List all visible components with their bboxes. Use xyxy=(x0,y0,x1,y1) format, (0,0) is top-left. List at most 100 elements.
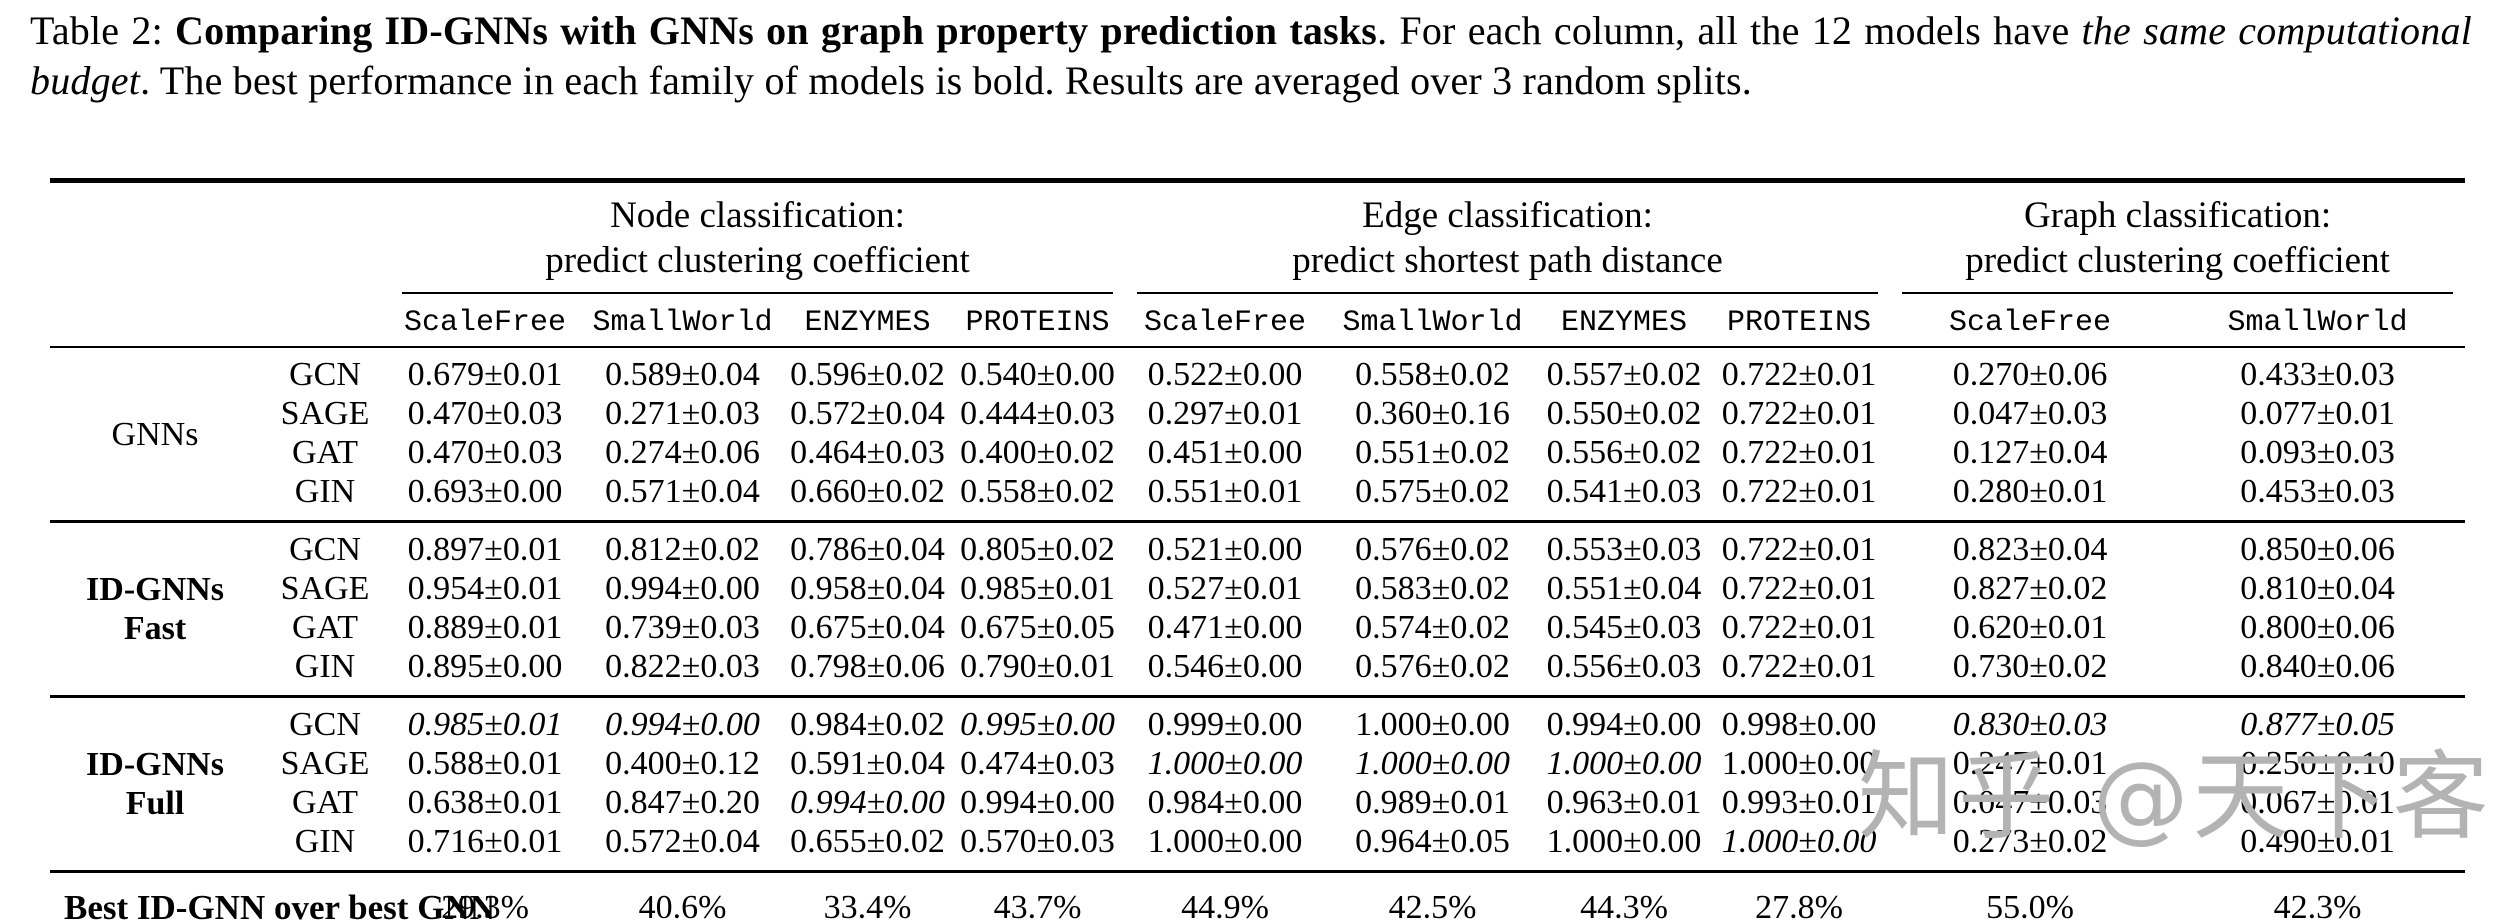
improvement-percent-cell: 43.7% xyxy=(993,889,1082,924)
value-cell: 0.716±0.01 xyxy=(407,823,563,860)
value-cell: 0.570±0.03 xyxy=(960,823,1115,860)
value-cell: 0.280±0.01 xyxy=(1952,473,2108,510)
family-label-line: GNNs xyxy=(111,415,199,453)
value-cell: 0.250±0.10 xyxy=(2240,745,2395,782)
group-title-line1: Graph classification: xyxy=(2023,195,2332,236)
value-cell: 0.999±0.00 xyxy=(1147,706,1303,743)
improvement-percent-cell: 33.4% xyxy=(823,889,912,924)
value-cell: 0.596±0.02 xyxy=(790,356,945,393)
dataset-column-header: ENZYMES xyxy=(785,294,950,348)
value-cell: 0.545±0.03 xyxy=(1546,609,1702,646)
value-cell: 0.474±0.03 xyxy=(960,745,1115,782)
value-cell: 1.000±0.00 xyxy=(1147,745,1303,782)
caption-segment: . The best performance in each family of… xyxy=(140,58,1753,103)
table-row: SAGE 0.588±0.01 0.400±0.12 0.591±0.04 0.474±… xyxy=(50,744,2465,783)
value-cell: 0.360±0.16 xyxy=(1355,395,1510,432)
value-cell: 0.998±0.00 xyxy=(1721,706,1877,743)
value-cell: 0.786±0.04 xyxy=(790,531,945,568)
value-cell: 0.453±0.03 xyxy=(2240,473,2395,510)
value-cell: 0.556±0.03 xyxy=(1546,648,1702,685)
model-label: SAGE xyxy=(280,570,370,607)
value-cell: 0.470±0.03 xyxy=(407,434,563,471)
value-cell: 0.067±0.01 xyxy=(2240,784,2395,821)
value-cell: 0.823±0.04 xyxy=(1952,531,2108,568)
value-cell: 0.589±0.04 xyxy=(605,356,760,393)
dataset-column-header: ScaleFree xyxy=(1890,294,2171,348)
value-cell: 0.047±0.03 xyxy=(1952,395,2108,432)
family-label: GNNs xyxy=(50,347,260,522)
table-row: GIN 0.693±0.00 0.571±0.04 0.660±0.02 0.558±0… xyxy=(50,472,2465,522)
value-cell: 0.722±0.01 xyxy=(1721,570,1877,607)
model-label: GIN xyxy=(294,473,356,510)
value-cell: 0.675±0.05 xyxy=(960,609,1115,646)
dataset-column-header: PROTEINS xyxy=(950,294,1126,348)
value-cell: 0.620±0.01 xyxy=(1952,609,2108,646)
value-cell: 0.575±0.02 xyxy=(1355,473,1510,510)
value-cell: 0.693±0.00 xyxy=(407,473,563,510)
model-label: GCN xyxy=(289,706,361,743)
group-title-line2: predict shortest path distance xyxy=(1292,240,1723,281)
value-cell: 0.985±0.01 xyxy=(960,570,1115,607)
value-cell: 0.722±0.01 xyxy=(1721,531,1877,568)
value-cell: 0.576±0.02 xyxy=(1355,531,1510,568)
table-row: GAT 0.638±0.01 0.847±0.20 0.994±0.00 0.994±0… xyxy=(50,783,2465,822)
model-label: GIN xyxy=(294,648,356,685)
caption-segment: the same computational budget xyxy=(30,8,2472,103)
model-label: GIN xyxy=(294,823,356,860)
value-cell: 1.000±0.00 xyxy=(1546,823,1702,860)
improvement-percent-cell: 42.3% xyxy=(2273,889,2362,924)
value-cell: 0.722±0.01 xyxy=(1721,473,1877,510)
column-header-lead xyxy=(50,294,390,348)
value-cell: 1.000±0.00 xyxy=(1147,823,1303,860)
value-cell: 0.812±0.02 xyxy=(605,531,760,568)
value-cell: 1.000±0.00 xyxy=(1355,706,1510,743)
value-cell: 0.247±0.01 xyxy=(1952,745,2108,782)
value-cell: 0.574±0.02 xyxy=(1355,609,1510,646)
value-cell: 0.047±0.03 xyxy=(1952,784,2108,821)
value-cell: 0.558±0.02 xyxy=(960,473,1115,510)
value-cell: 0.557±0.02 xyxy=(1546,356,1702,393)
task-group-header-3: Graph classification: predict clustering … xyxy=(1890,181,2465,294)
value-cell: 0.471±0.00 xyxy=(1147,609,1303,646)
group-title-line1: Node classification: xyxy=(610,195,905,236)
family-label-line: Full xyxy=(125,785,185,822)
value-cell: 0.994±0.00 xyxy=(605,706,760,743)
value-cell: 0.790±0.01 xyxy=(960,648,1115,685)
table-row: ID-GNNs Full GCN 0.985±0.01 0.994±0.00 0.984±… xyxy=(50,697,2465,822)
value-cell: 0.556±0.02 xyxy=(1546,434,1702,471)
value-cell: 0.540±0.00 xyxy=(960,356,1115,393)
value-cell: 0.522±0.00 xyxy=(1147,356,1303,393)
value-cell: 0.400±0.12 xyxy=(605,745,760,782)
value-cell: 0.850±0.06 xyxy=(2240,531,2395,568)
value-cell: 0.897±0.01 xyxy=(407,531,563,568)
value-cell: 0.994±0.00 xyxy=(605,570,760,607)
value-cell: 0.551±0.04 xyxy=(1546,570,1702,607)
value-cell: 0.541±0.03 xyxy=(1546,473,1702,510)
value-cell: 0.550±0.02 xyxy=(1546,395,1702,432)
value-cell: 0.297±0.01 xyxy=(1147,395,1303,432)
group-title-line2: predict clustering coefficient xyxy=(545,240,970,281)
value-cell: 0.889±0.01 xyxy=(407,609,563,646)
caption-segment: Table 2: xyxy=(30,8,176,53)
value-cell: 1.000±0.00 xyxy=(1355,745,1510,782)
value-cell: 0.558±0.02 xyxy=(1355,356,1510,393)
model-label: SAGE xyxy=(280,745,370,782)
value-cell: 0.521±0.00 xyxy=(1147,531,1303,568)
value-cell: 0.451±0.00 xyxy=(1147,434,1303,471)
value-cell: 1.000±0.00 xyxy=(1721,823,1877,860)
value-cell: 0.994±0.00 xyxy=(790,784,945,821)
value-cell: 1.000±0.00 xyxy=(1546,745,1702,782)
value-cell: 0.993±0.01 xyxy=(1721,784,1877,821)
value-cell: 1.000±0.00 xyxy=(1721,745,1877,782)
family-label-line: Fast xyxy=(123,610,187,647)
value-cell: 0.273±0.02 xyxy=(1952,823,2108,860)
family-label-line: ID-GNNs xyxy=(86,746,224,783)
value-cell: 0.433±0.03 xyxy=(2240,356,2395,393)
value-cell: 0.572±0.04 xyxy=(605,823,760,860)
corner-cell xyxy=(50,181,390,295)
model-label: SAGE xyxy=(280,395,370,432)
value-cell: 0.958±0.04 xyxy=(790,570,945,607)
value-cell: 0.660±0.02 xyxy=(790,473,945,510)
group-title-line2: predict clustering coefficient xyxy=(1965,240,2390,281)
value-cell: 0.675±0.04 xyxy=(790,609,945,646)
